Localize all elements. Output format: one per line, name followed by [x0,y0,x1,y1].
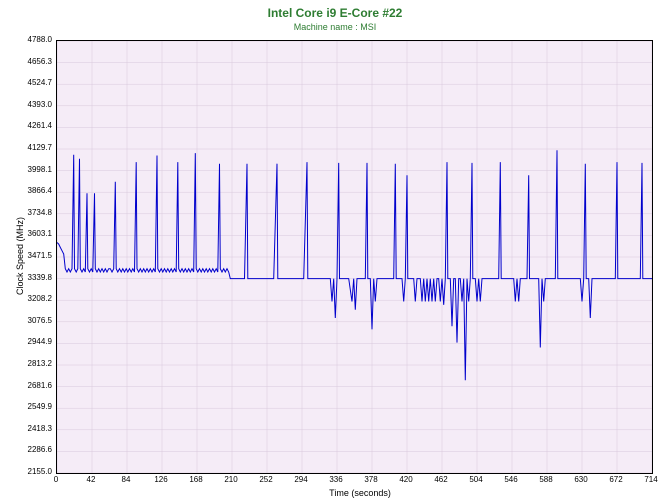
x-axis-label: Time (seconds) [300,488,420,498]
y-tick: 3998.1 [0,165,52,174]
y-tick: 2418.3 [0,424,52,433]
y-tick: 3471.5 [0,251,52,260]
x-tick: 462 [426,475,456,484]
y-tick: 3339.8 [0,273,52,282]
y-tick: 2944.9 [0,337,52,346]
x-tick: 588 [531,475,561,484]
y-tick: 2549.9 [0,402,52,411]
y-tick: 4788.0 [0,35,52,44]
x-tick: 336 [321,475,351,484]
y-tick: 2681.6 [0,381,52,390]
chart-container: Intel Core i9 E-Core #22 Machine name : … [0,0,670,502]
x-tick: 84 [111,475,141,484]
y-tick: 3076.5 [0,316,52,325]
y-tick: 4261.4 [0,121,52,130]
y-tick: 4393.0 [0,100,52,109]
y-tick: 3734.8 [0,208,52,217]
x-tick: 546 [496,475,526,484]
x-tick: 126 [146,475,176,484]
x-tick: 714 [636,475,666,484]
y-tick: 3866.4 [0,186,52,195]
x-tick: 672 [601,475,631,484]
y-tick: 3603.1 [0,229,52,238]
x-tick: 504 [461,475,491,484]
chart-title: Intel Core i9 E-Core #22 [0,0,670,20]
y-tick: 2813.2 [0,359,52,368]
y-tick: 4129.7 [0,143,52,152]
x-tick: 42 [76,475,106,484]
x-tick: 420 [391,475,421,484]
x-tick: 0 [41,475,71,484]
y-tick: 4656.3 [0,57,52,66]
y-tick: 2286.6 [0,445,52,454]
x-tick: 630 [566,475,596,484]
x-tick: 378 [356,475,386,484]
x-tick: 210 [216,475,246,484]
plot-area [56,40,653,474]
y-tick: 4524.7 [0,78,52,87]
x-tick: 294 [286,475,316,484]
x-tick: 252 [251,475,281,484]
chart-subtitle: Machine name : MSI [0,20,670,32]
y-tick: 3208.2 [0,294,52,303]
x-tick: 168 [181,475,211,484]
